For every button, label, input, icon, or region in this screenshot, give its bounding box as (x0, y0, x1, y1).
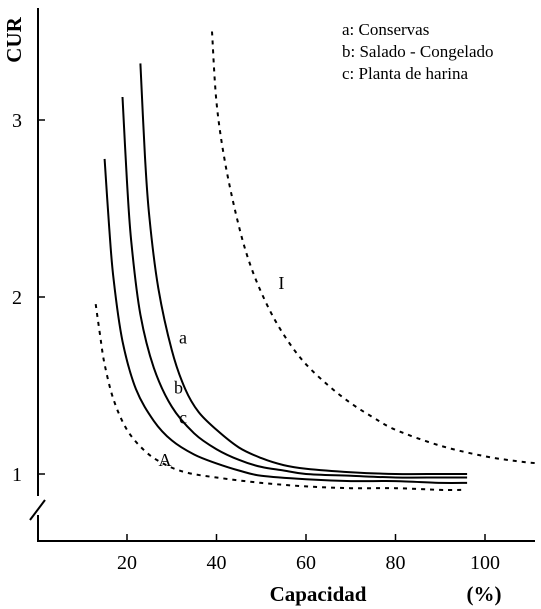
legend: a: Conservas b: Salado - Congelado c: Pl… (342, 20, 494, 83)
curve-label-I: I (278, 273, 284, 293)
x-axis-unit: (%) (467, 582, 502, 606)
x-axis-line (37, 515, 535, 542)
curves-layer (94, 31, 535, 492)
x-tick-label: 100 (470, 552, 500, 574)
series-line-A (94, 303, 463, 492)
curve-label-b: b (174, 377, 183, 397)
y-tick-label: 1 (12, 464, 22, 486)
curve-label-A: A (159, 450, 172, 470)
series-line-c (103, 158, 468, 484)
ticks-layer: 20 40 60 80 100 1 2 3 (12, 110, 500, 574)
x-tick-label: 80 (386, 552, 406, 574)
x-tick-label: 20 (117, 552, 137, 574)
y-tick-label: 3 (12, 110, 22, 132)
y-axis-break-mark (29, 499, 46, 521)
y-axis-title: CUR (2, 16, 26, 62)
legend-entry-c: c: Planta de harina (342, 64, 468, 83)
legend-entry-a: a: Conservas (342, 20, 429, 39)
x-axis-title: Capacidad (270, 582, 367, 606)
axes-layer (29, 8, 535, 542)
series-line-b (121, 96, 468, 479)
series-line-I (211, 31, 535, 465)
curve-label-a: a (179, 328, 187, 348)
x-tick-label: 40 (207, 552, 227, 574)
curve-label-c: c (179, 407, 187, 427)
series-line-a (139, 63, 468, 476)
y-tick-label: 2 (12, 287, 22, 309)
labels-layer: CUR Capacidad (%) a bc A I (2, 16, 502, 606)
legend-entry-b: b: Salado - Congelado (342, 42, 494, 61)
x-tick-label: 60 (296, 552, 316, 574)
